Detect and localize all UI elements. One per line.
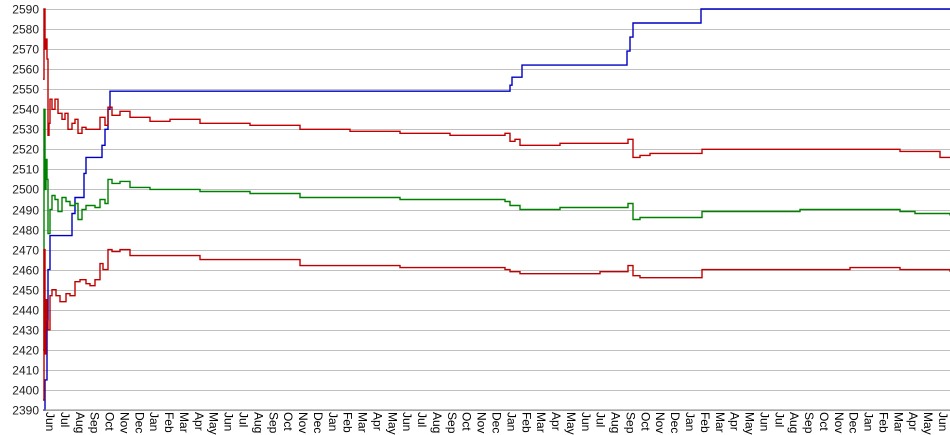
x-tick-label: Jun xyxy=(579,412,593,431)
y-tick-label: 2390 xyxy=(12,404,39,418)
series-lines xyxy=(43,8,950,411)
x-tick-label: Nov xyxy=(117,412,131,433)
x-tick-label: Jul xyxy=(594,412,608,427)
series-line-3 xyxy=(43,248,950,401)
x-tick-label: Apr xyxy=(906,412,920,431)
y-tick-label: 2560 xyxy=(12,63,39,77)
x-tick-label: Dec xyxy=(847,412,861,433)
x-tick-label: Nov xyxy=(653,412,667,433)
x-tick-label: Jul xyxy=(237,412,251,427)
x-tick-label: Jun xyxy=(43,412,57,431)
x-tick-label: Sep xyxy=(623,412,637,434)
y-tick-label: 2570 xyxy=(12,43,39,57)
x-tick-label: Sep xyxy=(802,412,816,434)
x-tick-label: Nov xyxy=(296,412,310,433)
x-tick-label: Aug xyxy=(251,412,265,433)
x-tick-label: Mar xyxy=(891,412,905,433)
y-tick-label: 2580 xyxy=(12,23,39,37)
y-tick-label: 2510 xyxy=(12,163,39,177)
x-tick-label: May xyxy=(385,412,399,435)
x-tick-label: Aug xyxy=(73,412,87,433)
y-tick-label: 2590 xyxy=(12,3,39,17)
x-tick-label: Feb xyxy=(162,412,176,433)
x-tick-label: Apr xyxy=(370,412,384,431)
y-tick-label: 2520 xyxy=(12,143,39,157)
y-tick-label: 2500 xyxy=(12,183,39,197)
x-tick-label: Feb xyxy=(519,412,533,433)
x-tick-label: Nov xyxy=(832,412,846,433)
y-tick-label: 2410 xyxy=(12,364,39,378)
y-tick-label: 2480 xyxy=(12,224,39,238)
x-tick-label: Dec xyxy=(311,412,325,433)
x-tick-label: Dec xyxy=(132,412,146,433)
y-tick-label: 2550 xyxy=(12,83,39,97)
x-tick-label: Mar xyxy=(356,412,370,433)
x-tick-label: Aug xyxy=(609,412,623,433)
y-tick-label: 2440 xyxy=(12,304,39,318)
x-tick-label: Oct xyxy=(281,412,295,431)
x-tick-label: Mar xyxy=(534,412,548,433)
x-tick-label: Jul xyxy=(772,412,786,427)
series-line-2 xyxy=(43,108,950,351)
x-tick-label: Jan xyxy=(147,412,161,431)
x-tick-label: Sep xyxy=(266,412,280,434)
x-tick-label: Dec xyxy=(668,412,682,433)
x-tick-label: May xyxy=(743,412,757,435)
y-tick-label: 2460 xyxy=(12,264,39,278)
x-tick-label: Jul xyxy=(415,412,429,427)
x-tick-label: Aug xyxy=(787,412,801,433)
y-tick-label: 2430 xyxy=(12,324,39,338)
x-tick-label: Jun xyxy=(936,412,950,431)
x-tick-label: Feb xyxy=(877,412,891,433)
x-tick-label: Feb xyxy=(341,412,355,433)
x-tick-label: Apr xyxy=(192,412,206,431)
series-line-0 xyxy=(43,8,950,411)
x-tick-label: Oct xyxy=(638,412,652,431)
y-tick-label: 2530 xyxy=(12,123,39,137)
y-tick-label: 2470 xyxy=(12,244,39,258)
x-tick-label: Aug xyxy=(430,412,444,433)
x-tick-label: May xyxy=(921,412,935,435)
x-tick-label: Jul xyxy=(58,412,72,427)
y-tick-label: 2400 xyxy=(12,384,39,398)
x-tick-label: May xyxy=(207,412,221,435)
x-tick-label: Apr xyxy=(728,412,742,431)
x-tick-label: Oct xyxy=(460,412,474,431)
x-tick-label: Jan xyxy=(326,412,340,431)
x-tick-label: Dec xyxy=(490,412,504,433)
x-tick-label: Mar xyxy=(177,412,191,433)
x-tick-label: May xyxy=(564,412,578,435)
y-tick-label: 2450 xyxy=(12,284,39,298)
x-tick-label: Oct xyxy=(817,412,831,431)
x-tick-label: Jan xyxy=(504,412,518,431)
x-tick-label: Jun xyxy=(222,412,236,431)
series-line-1 xyxy=(43,8,950,159)
x-tick-label: Jun xyxy=(400,412,414,431)
x-tick-label: Jan xyxy=(862,412,876,431)
y-axis-ticks: 2390 2400 2410 2420 2430 2440 2450 2460 2470 2480… xyxy=(12,3,39,418)
x-tick-label: Sep xyxy=(445,412,459,434)
x-tick-label: Oct xyxy=(103,412,117,431)
x-tick-label: Jun xyxy=(757,412,771,431)
y-tick-label: 2420 xyxy=(12,344,39,358)
y-tick-label: 2540 xyxy=(12,103,39,117)
x-tick-label: Mar xyxy=(713,412,727,433)
x-tick-label: Sep xyxy=(88,412,102,434)
x-axis-ticks: Jun Jul Aug Sep Oct Nov Dec Jan Feb Mar Apr May Jun J… xyxy=(43,412,950,435)
y-tick-label: 2490 xyxy=(12,204,39,218)
x-tick-label: Nov xyxy=(475,412,489,433)
x-tick-label: Jan xyxy=(683,412,697,431)
x-tick-label: Apr xyxy=(549,412,563,431)
x-tick-label: Feb xyxy=(698,412,712,433)
